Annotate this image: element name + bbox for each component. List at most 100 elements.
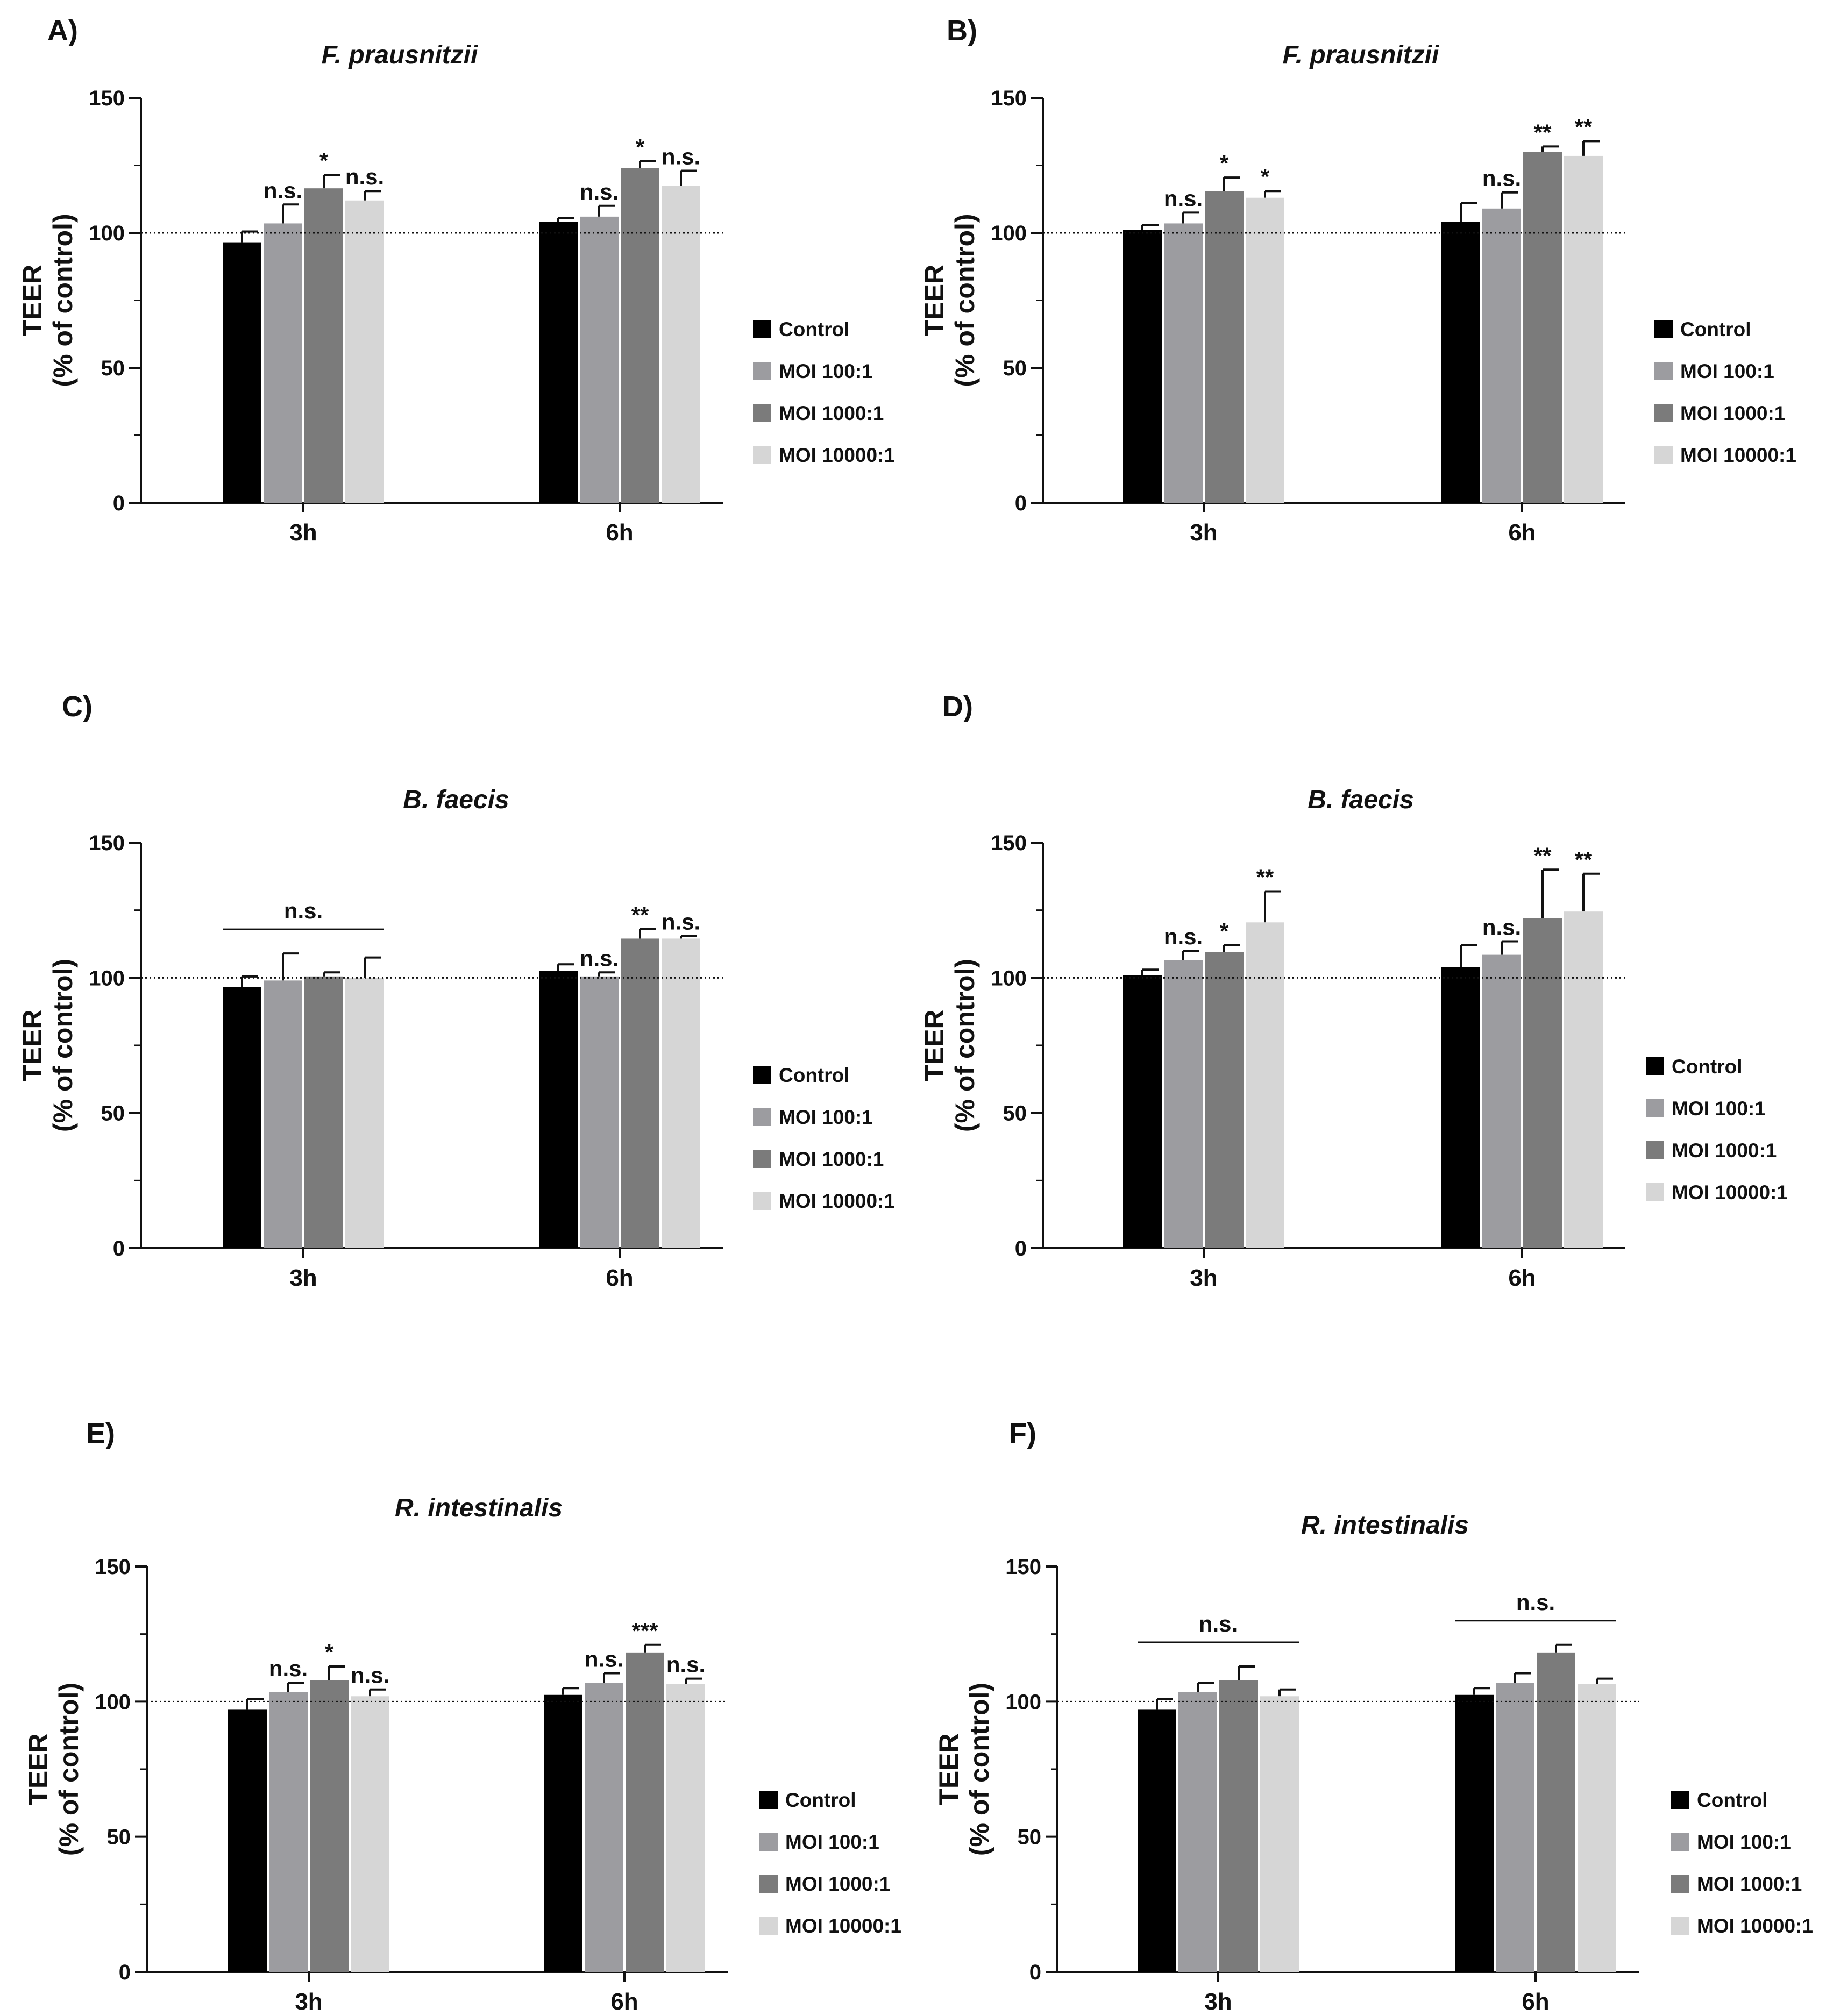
bar-moi-1000-1 bbox=[1537, 1652, 1575, 1972]
y-tick-label: 50 bbox=[107, 1826, 131, 1849]
y-axis-label: TEER bbox=[17, 1009, 47, 1081]
panel-letter: C) bbox=[62, 690, 93, 723]
chart-title: F. prausnitzii bbox=[322, 41, 479, 69]
x-tick-label: 3h bbox=[1190, 1265, 1217, 1291]
legend-swatch bbox=[1671, 1833, 1689, 1851]
significance-label: n.s. bbox=[1516, 1590, 1555, 1615]
significance-label: n.s. bbox=[1164, 924, 1203, 949]
significance-label: n.s. bbox=[585, 1647, 623, 1672]
panel-letter: D) bbox=[942, 690, 973, 723]
significance-label: *** bbox=[631, 1618, 658, 1643]
bar-moi-1000-1 bbox=[304, 188, 343, 503]
bar-moi-10000-1 bbox=[1564, 911, 1603, 1248]
x-tick-label: 3h bbox=[295, 1989, 322, 2015]
bar-moi-10000-1 bbox=[1578, 1684, 1616, 1972]
x-tick-label: 6h bbox=[606, 1265, 633, 1291]
significance-label: ** bbox=[1575, 114, 1593, 139]
legend-label: MOI 1000:1 bbox=[785, 1873, 890, 1895]
legend-label: MOI 100:1 bbox=[779, 360, 873, 382]
bar-moi-1000-1 bbox=[1205, 952, 1244, 1248]
legend-swatch bbox=[1654, 362, 1673, 380]
significance-label: ** bbox=[631, 902, 649, 928]
significance-label: n.s. bbox=[351, 1663, 389, 1688]
bar-moi-100-1 bbox=[580, 216, 619, 503]
legend-label: Control bbox=[779, 1064, 850, 1086]
significance-label: ** bbox=[1256, 864, 1274, 889]
legend-swatch bbox=[1646, 1183, 1664, 1201]
chart-title: R. intestinalis bbox=[1301, 1511, 1469, 1540]
bar-moi-1000-1 bbox=[621, 168, 659, 503]
bar-control bbox=[1123, 975, 1162, 1248]
bar-moi-1000-1 bbox=[1219, 1680, 1258, 1972]
significance-label: n.s. bbox=[1199, 1611, 1238, 1636]
significance-label: * bbox=[1220, 918, 1229, 944]
panel-letter: A) bbox=[47, 15, 78, 47]
y-axis-label: (% of control) bbox=[48, 213, 78, 387]
bar-moi-100-1 bbox=[1482, 208, 1521, 503]
y-axis-label: (% of control) bbox=[964, 1683, 994, 1856]
significance-label: n.s. bbox=[666, 1652, 705, 1677]
x-tick-label: 6h bbox=[1522, 1989, 1549, 2015]
y-tick-label: 150 bbox=[991, 831, 1027, 855]
y-tick-label: 50 bbox=[1003, 1102, 1027, 1125]
y-tick-label: 100 bbox=[1005, 1690, 1041, 1714]
legend-label: MOI 10000:1 bbox=[785, 1915, 901, 1937]
bar-moi-10000-1 bbox=[666, 1684, 705, 1972]
y-tick-label: 100 bbox=[991, 966, 1027, 990]
bar-moi-10000-1 bbox=[345, 200, 384, 503]
bar-moi-100-1 bbox=[1178, 1692, 1217, 1972]
bar-moi-10000-1 bbox=[1246, 922, 1284, 1248]
bar-moi-1000-1 bbox=[1205, 191, 1244, 503]
bar-control bbox=[544, 1694, 582, 1972]
y-tick-label: 150 bbox=[89, 87, 125, 110]
legend-swatch bbox=[1654, 446, 1673, 464]
panel-letter: E) bbox=[86, 1417, 115, 1450]
significance-label: n.s. bbox=[662, 909, 700, 934]
legend-label: MOI 10000:1 bbox=[779, 1190, 895, 1212]
legend-label: MOI 100:1 bbox=[1697, 1831, 1791, 1853]
legend-swatch bbox=[1671, 1791, 1689, 1809]
legend-swatch bbox=[753, 320, 771, 338]
significance-label: * bbox=[1261, 164, 1270, 189]
legend-swatch bbox=[753, 1192, 771, 1210]
significance-label: * bbox=[636, 134, 645, 160]
y-tick-label: 150 bbox=[1005, 1555, 1041, 1579]
bar-moi-1000-1 bbox=[621, 938, 659, 1248]
significance-label: n.s. bbox=[345, 164, 384, 189]
bar-moi-100-1 bbox=[585, 1683, 623, 1972]
bar-moi-1000-1 bbox=[304, 976, 343, 1248]
bar-control bbox=[1441, 967, 1480, 1248]
significance-label: * bbox=[325, 1640, 334, 1665]
legend-swatch bbox=[1646, 1057, 1664, 1075]
chart-panel-1: A) F. prausnitzii TEER (% of control) 0 50 100… bbox=[17, 15, 895, 546]
significance-label: n.s. bbox=[662, 144, 700, 169]
significance-label: ** bbox=[1534, 119, 1552, 145]
bar-moi-1000-1 bbox=[1523, 918, 1562, 1248]
x-tick-label: 6h bbox=[1508, 519, 1536, 546]
x-tick-label: 3h bbox=[289, 1265, 317, 1291]
bar-control bbox=[228, 1709, 267, 1972]
bar-moi-100-1 bbox=[1496, 1683, 1534, 1972]
y-tick-label: 100 bbox=[89, 966, 125, 990]
chart-panel-4: D) B. faecis TEER (% of control) 0 50 100 150 3h… bbox=[919, 690, 1788, 1291]
y-tick-label: 50 bbox=[101, 357, 125, 380]
y-axis-label: (% of control) bbox=[950, 213, 980, 387]
bar-control bbox=[1441, 222, 1480, 503]
y-tick-label: 50 bbox=[1018, 1826, 1042, 1849]
bar-moi-10000-1 bbox=[662, 938, 700, 1248]
bar-moi-1000-1 bbox=[626, 1652, 664, 1972]
significance-label: n.s. bbox=[1482, 166, 1521, 191]
legend-swatch bbox=[753, 1150, 771, 1168]
chart-title: B. faecis bbox=[403, 786, 509, 814]
legend-swatch bbox=[753, 1066, 771, 1084]
bar-control bbox=[539, 222, 578, 503]
bar-control bbox=[1138, 1709, 1176, 1972]
bar-moi-100-1 bbox=[580, 976, 619, 1248]
y-tick-label: 50 bbox=[101, 1102, 125, 1125]
legend-swatch bbox=[753, 404, 771, 422]
significance-label: * bbox=[319, 148, 329, 173]
bar-control bbox=[223, 987, 261, 1248]
legend-label: Control bbox=[1672, 1056, 1743, 1078]
bar-control bbox=[223, 242, 261, 503]
y-tick-label: 100 bbox=[89, 222, 125, 245]
